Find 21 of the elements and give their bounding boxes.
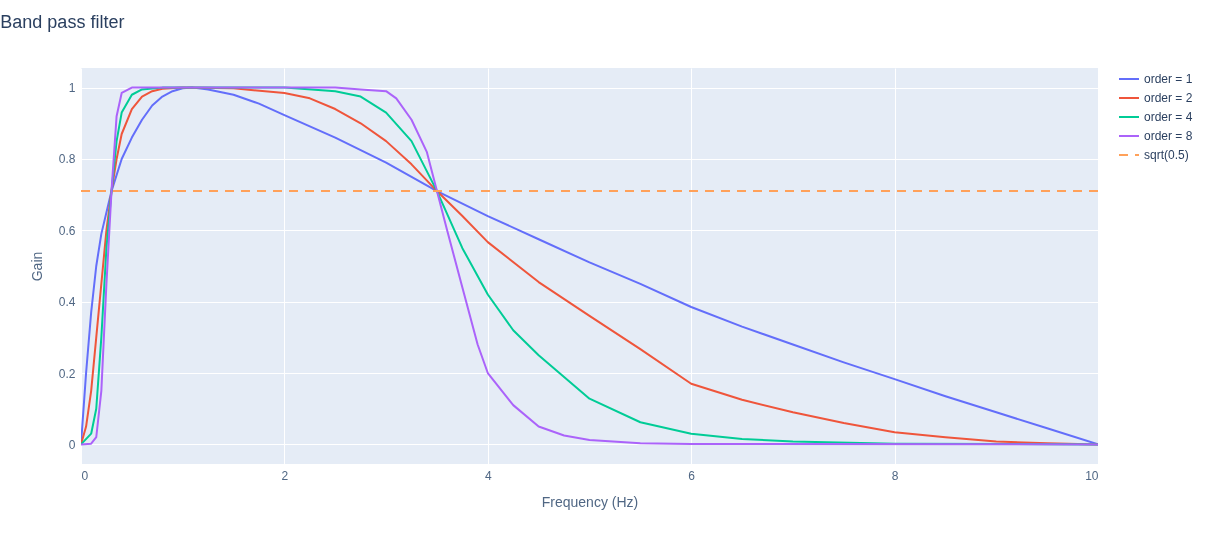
y-axis-title: Gain [28,251,45,282]
y-tick-label: 0.4 [58,295,76,310]
x-tick-label: 4 [484,468,492,483]
x-tick-label: 10 [1085,468,1099,483]
x-tick-label: 2 [281,468,289,483]
y-tick-label: 0.2 [58,366,76,381]
legend-label: sqrt(0.5) [1144,148,1189,162]
legend-label: order = 2 [1144,91,1193,105]
chart-title: Band pass filter [0,12,125,32]
y-tick-label: 0 [68,437,76,452]
x-tick-label: 8 [891,468,899,483]
y-tick-label: 0.6 [58,223,76,238]
legend-label: order = 1 [1144,72,1193,86]
legend-label: order = 8 [1144,129,1193,143]
legend-label: order = 4 [1144,110,1193,124]
y-tick-label: 1 [68,81,76,96]
y-tick-label: 0.8 [58,152,76,167]
line-series [81,86,1098,446]
x-tick-label: 6 [688,468,696,483]
x-axis-title: Frequency (Hz) [541,493,639,510]
x-tick-label: 0 [81,468,89,483]
